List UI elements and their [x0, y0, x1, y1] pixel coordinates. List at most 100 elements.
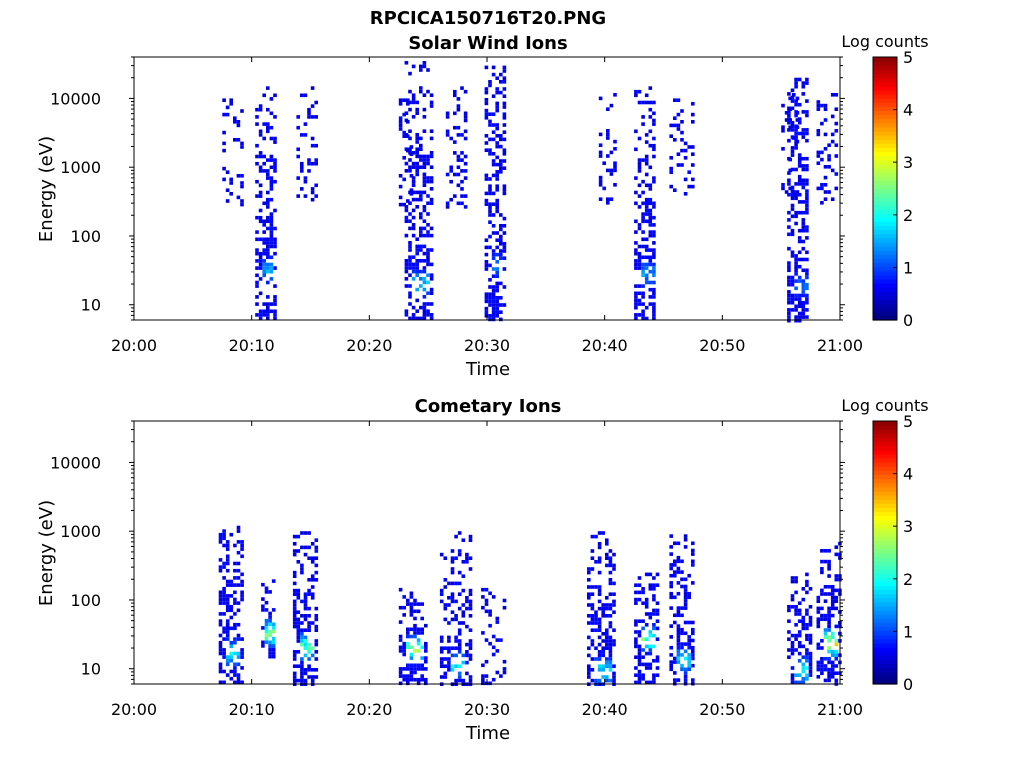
spectrogram-cell — [429, 136, 434, 141]
spectrogram-cell — [426, 255, 430, 259]
spectrogram-cell — [805, 192, 809, 197]
spectrogram-cell — [502, 216, 507, 221]
spectrogram-cell — [790, 641, 795, 645]
spectrogram-cell — [415, 316, 419, 321]
spectrogram-cell — [218, 565, 223, 569]
spectrogram-cell — [608, 578, 613, 582]
spectrogram-cell — [676, 98, 681, 102]
spectrogram-cell — [266, 295, 270, 299]
spectrogram-cell — [787, 225, 791, 229]
spectrogram-cell — [292, 534, 297, 539]
spectrogram-cell — [587, 596, 591, 600]
spectrogram-cell — [408, 248, 412, 252]
spectrogram-cell — [805, 623, 809, 627]
spectrogram-cell — [502, 166, 507, 170]
spectrogram-cell — [637, 165, 642, 170]
spectrogram-cell — [268, 633, 272, 637]
spectrogram-cell — [406, 667, 410, 671]
spectrogram-cell — [426, 259, 430, 263]
spectrogram-cell — [816, 107, 821, 111]
spectrogram-cell — [303, 671, 308, 676]
spectrogram-cell — [790, 576, 795, 580]
spectrogram-cell — [409, 591, 414, 596]
spectrogram-cell — [269, 233, 274, 238]
spectrogram-cell — [598, 175, 603, 180]
y-tick-label: 1000 — [60, 522, 101, 541]
spectrogram-cell — [447, 657, 451, 661]
spectrogram-cell — [240, 181, 244, 185]
spectrogram-cell — [484, 148, 489, 152]
spectrogram-cell — [488, 314, 492, 318]
spectrogram-cell — [266, 129, 270, 134]
spectrogram-cell — [612, 610, 616, 614]
spectrogram-cell — [637, 619, 642, 623]
spectrogram-cell — [676, 570, 681, 574]
spectrogram-cell — [805, 633, 809, 638]
spectrogram-cell — [605, 606, 609, 611]
spectrogram-cell — [605, 642, 609, 647]
spectrogram-cell — [300, 621, 304, 625]
spectrogram-cell — [601, 614, 605, 618]
spectrogram-cell — [648, 666, 653, 670]
spectrogram-cell — [502, 152, 507, 156]
spectrogram-cell — [465, 653, 469, 658]
spectrogram-cell — [608, 650, 613, 654]
spectrogram-cell — [637, 244, 642, 249]
spectrogram-cell — [601, 632, 605, 636]
spectrogram-cell — [426, 194, 430, 198]
spectrogram-cell — [794, 318, 798, 323]
spectrogram-cell — [484, 310, 489, 314]
spectrogram-cell — [608, 664, 613, 668]
cometary-ions-panel: Cometary Ions 20:00 20:10 20:20 20:30 20:40 2… — [36, 396, 929, 744]
spectrogram-cell — [468, 603, 473, 607]
spectrogram-cell — [454, 617, 458, 622]
spectrogram-cell — [499, 227, 503, 232]
spectrogram-cell — [255, 107, 259, 112]
spectrogram-cell — [641, 215, 645, 220]
spectrogram-cell — [502, 76, 507, 80]
spectrogram-cell — [419, 158, 423, 162]
spectrogram-cell — [587, 646, 591, 650]
spectrogram-cell — [422, 93, 427, 97]
spectrogram-cell — [827, 628, 831, 632]
spectrogram-cell — [669, 653, 673, 657]
spectrogram-cell — [266, 219, 270, 224]
spectrogram-cell — [404, 111, 409, 115]
spectrogram-cell — [258, 262, 263, 267]
spectrogram-cell — [787, 290, 791, 294]
spectrogram-cell — [261, 608, 265, 612]
spectrogram-cell — [797, 210, 802, 215]
spectrogram-cell — [641, 122, 645, 126]
spectrogram-cell — [314, 538, 319, 542]
spectrogram-cell — [830, 675, 835, 679]
spectrogram-cell — [597, 678, 602, 683]
spectrogram-cell — [314, 545, 319, 550]
spectrogram-cell — [680, 606, 684, 610]
spectrogram-cell — [823, 147, 828, 151]
spectrogram-cell — [652, 291, 656, 296]
spectrogram-cell — [794, 214, 798, 219]
spectrogram-cell — [415, 259, 419, 263]
spectrogram-cell — [495, 288, 499, 293]
spectrogram-cell — [450, 664, 455, 668]
spectrogram-cell — [805, 250, 809, 255]
spectrogram-cell — [404, 309, 409, 313]
spectrogram-cell — [608, 657, 613, 661]
spectrogram-cell — [411, 151, 416, 155]
spectrogram-cell — [808, 641, 813, 645]
spectrogram-cell — [797, 257, 802, 262]
spectrogram-cell — [797, 239, 802, 244]
spectrogram-cell — [300, 567, 304, 571]
spectrogram-cell — [787, 311, 791, 316]
spectrogram-cell — [676, 624, 681, 628]
spectrogram-cell — [805, 297, 809, 301]
spectrogram-cell — [673, 98, 677, 102]
spectrogram-cell — [652, 305, 656, 310]
spectrogram-cell — [218, 644, 223, 649]
spectrogram-cell — [484, 87, 489, 91]
spectrogram-cell — [797, 619, 802, 623]
spectrogram-cell — [229, 532, 234, 537]
spectrogram-cell — [424, 659, 428, 664]
spectrogram-cell — [597, 606, 602, 611]
spectrogram-cell — [398, 620, 403, 624]
